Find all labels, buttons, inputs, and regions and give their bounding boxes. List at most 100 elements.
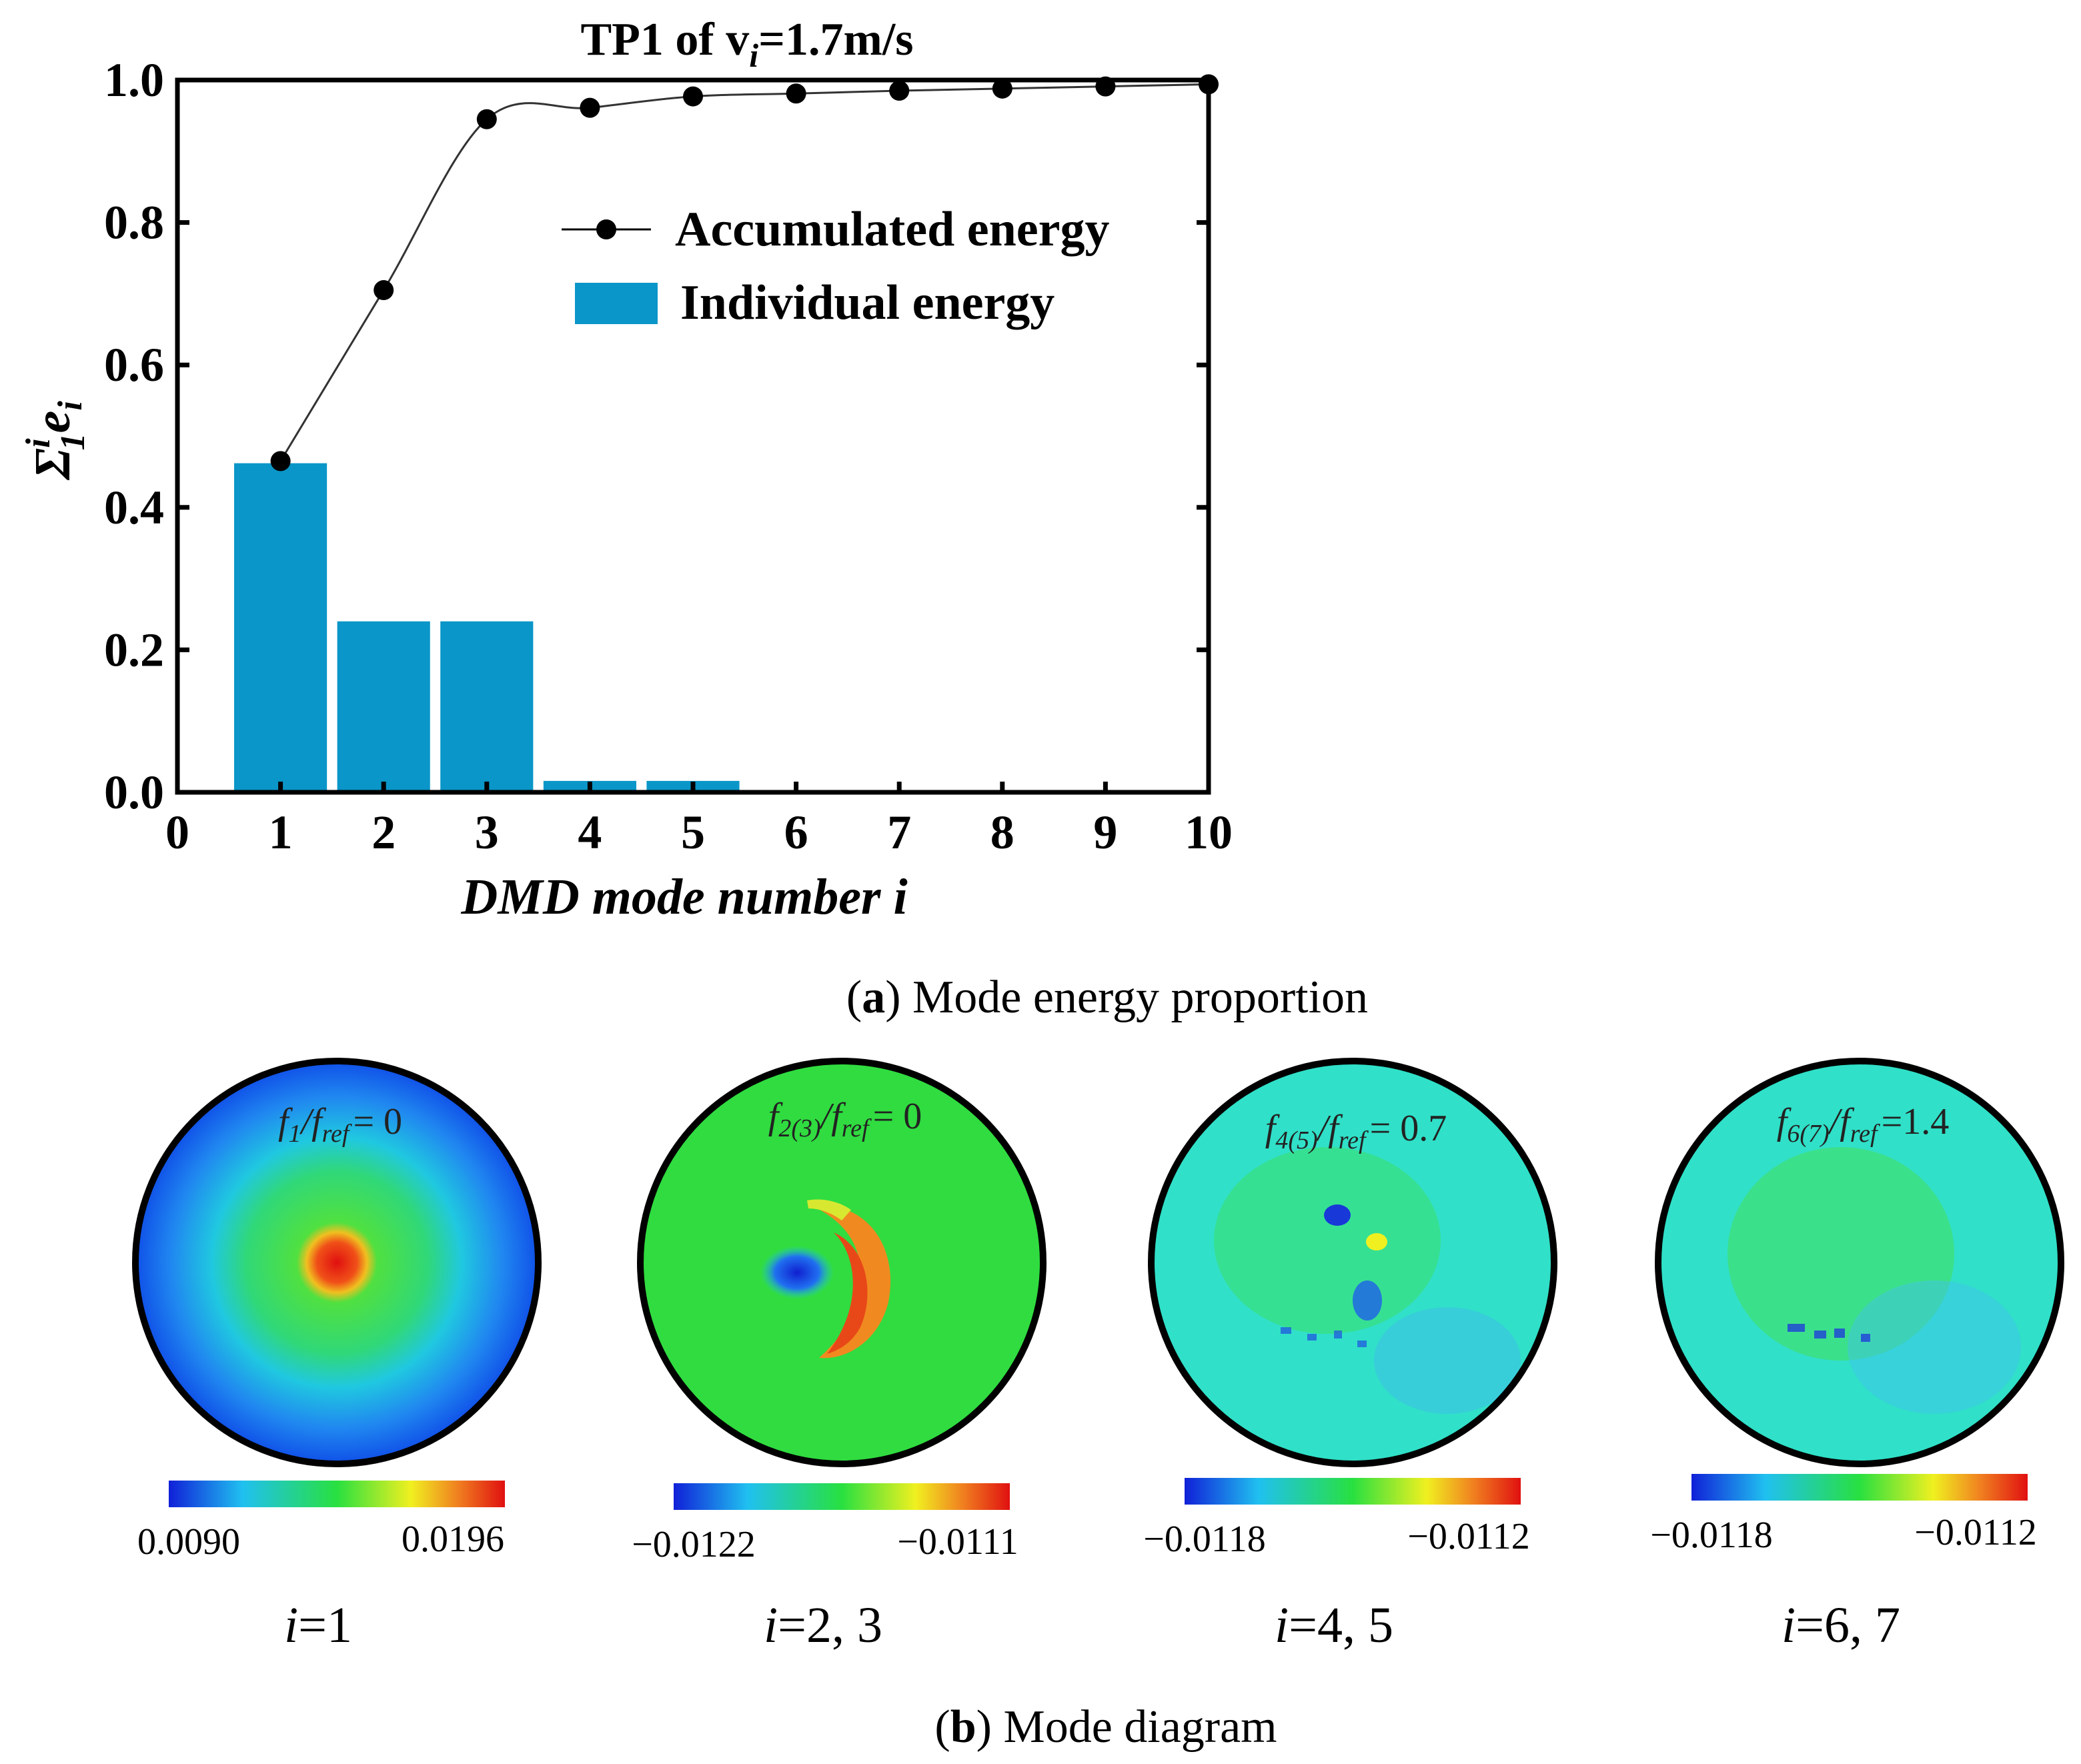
- y-label-sub: 1: [54, 433, 92, 450]
- x-tick-label: 3: [475, 806, 499, 859]
- y-tick-label: 0.8: [104, 196, 164, 249]
- y-axis: 0.0 0.2 0.4 0.6 0.8 1.0: [104, 53, 1209, 819]
- mode-4-index-label: i=6, 7: [1782, 1597, 1900, 1653]
- caption-a-text: Mode energy proportion: [912, 972, 1368, 1023]
- point-mode-8: [992, 78, 1012, 99]
- x-tick-label: 4: [578, 806, 602, 859]
- mode-4-colorbar: [1691, 1474, 2028, 1501]
- bar-mode-2: [337, 621, 430, 792]
- bar-series: [234, 463, 740, 792]
- y-label-sup: i: [19, 438, 57, 448]
- mode-2-colorbar: [674, 1483, 1010, 1510]
- chart-title-sub: i: [749, 37, 758, 74]
- mode-2-index-label: i=2, 3: [764, 1597, 882, 1653]
- legend: Accumulated energy Individual energy: [562, 202, 1109, 330]
- mode-3-frequency: f4(5)/fref = 0.7: [1265, 1108, 1447, 1154]
- svg-text:Σi1ei: Σi1ei: [19, 401, 92, 481]
- x-tick-label: 0: [165, 806, 189, 859]
- y-label-e-sub: i: [51, 401, 89, 411]
- mode-3-green-region: [1214, 1147, 1441, 1334]
- mode-2-blue-blob: [760, 1246, 834, 1299]
- accumulated-curve: [279, 83, 1209, 462]
- caption-a-letter: a: [862, 972, 885, 1023]
- x-tick-label: 9: [1093, 806, 1117, 859]
- chart-title-main: TP1 of v: [580, 14, 749, 65]
- point-mode-3: [476, 109, 497, 129]
- mode-disc-3-border: [1148, 1058, 1557, 1467]
- x-axis-label: DMD mode number i: [460, 869, 907, 925]
- mode-2-colorbar-min: −0.0122: [632, 1524, 756, 1565]
- x-tick-label: 7: [887, 806, 911, 859]
- caption-b: (b) Mode diagram: [934, 1701, 1277, 1753]
- point-mode-5: [683, 86, 703, 107]
- mode-disc-2: [640, 1061, 1043, 1464]
- mode-3-streak: [1353, 1280, 1382, 1320]
- mode-4-colorbar-max: −0.0112: [1914, 1512, 2037, 1553]
- mode-disc-1: [132, 1058, 542, 1467]
- point-mode-7: [889, 81, 910, 101]
- mode-1-colorbar: [169, 1481, 505, 1507]
- caption-b-text: Mode diagram: [1003, 1701, 1277, 1753]
- mode-disc-2-border: [637, 1058, 1047, 1467]
- mode-4-colorbar-min: −0.0118: [1650, 1515, 1773, 1556]
- mode-1-frequency: f1/fref = 0: [278, 1101, 402, 1148]
- x-tick-label: 5: [681, 806, 705, 859]
- mode-1-index-label: i=1: [284, 1597, 352, 1653]
- accumulated-points: [270, 74, 1219, 472]
- y-tick-label: 1.0: [104, 53, 164, 107]
- mode-3-colorbar-min: −0.0118: [1143, 1519, 1266, 1560]
- mode-3-lower-right: [1374, 1307, 1521, 1414]
- caption-b-letter: b: [950, 1701, 976, 1753]
- mode-3-colorbar-max: −0.0112: [1407, 1516, 1530, 1557]
- mode-disc-4-border: [1655, 1058, 2064, 1467]
- mode-4-lower-right: [1848, 1280, 2021, 1414]
- x-tick-label: 2: [372, 806, 396, 859]
- bar-mode-3: [440, 621, 534, 792]
- mode-2-colorbar-max: −0.0111: [897, 1521, 1018, 1563]
- x-axis: 0 1 2 3 4 5 6 7 8 9 10: [165, 782, 1233, 859]
- point-mode-1: [270, 451, 291, 472]
- mode-1-colorbar-min: 0.0090: [137, 1521, 240, 1563]
- y-label-sigma: Σ: [25, 448, 81, 481]
- mode-4-speckles: [1788, 1324, 1870, 1342]
- plot-frame: [175, 77, 1211, 795]
- mode-panel-2: [637, 1058, 1047, 1467]
- mode-labels: f1/fref = 0 0.0090 0.0196 i=1 f2(3)/fref = 0 −0…: [137, 1096, 2037, 1653]
- mode-2-crescent-halo: [807, 1199, 851, 1220]
- y-label-e: e: [25, 411, 81, 433]
- mode-3-blue-spot: [1324, 1204, 1351, 1226]
- caption-a: (a) Mode energy proportion: [846, 972, 1368, 1023]
- mode-2-frequency: f2(3)/fref = 0: [768, 1096, 922, 1142]
- mode-1-colorbar-max: 0.0196: [402, 1519, 504, 1560]
- y-tick-label: 0.4: [104, 481, 164, 534]
- chart-title-rest: =1.7m/s: [758, 14, 913, 65]
- chart-title: TP1 of vi=1.7m/s: [580, 14, 913, 74]
- legend-individual: Individual energy: [680, 275, 1055, 330]
- mode-3-speckles: [1281, 1327, 1367, 1347]
- legend-marker-sample: [596, 219, 616, 239]
- mode-2-crescent: [812, 1205, 891, 1359]
- x-tick-label: 8: [990, 806, 1014, 859]
- mode-panel-1: [132, 1058, 542, 1467]
- y-axis-label: Σi1ei: [19, 401, 92, 481]
- x-tick-label: 10: [1185, 806, 1233, 859]
- mode-3-colorbar: [1185, 1478, 1521, 1505]
- mode-4-frequency: f6(7)/fref =1.4: [1777, 1101, 1949, 1148]
- mode-panel-3: [1148, 1058, 1557, 1467]
- point-mode-4: [580, 97, 600, 118]
- x-tick-label: 1: [269, 806, 293, 859]
- bar-mode-1: [234, 463, 327, 792]
- point-mode-2: [374, 280, 394, 301]
- mode-3-index-label: i=4, 5: [1275, 1597, 1393, 1653]
- mode-2-crescent-core: [827, 1232, 868, 1354]
- y-tick-label: 0.0: [104, 766, 164, 819]
- y-tick-label: 0.6: [104, 338, 164, 391]
- mode-4-green-region: [1727, 1147, 1954, 1361]
- x-tick-label: 6: [784, 806, 808, 859]
- point-mode-6: [786, 83, 806, 104]
- mode-panel-4: [1655, 1058, 2064, 1467]
- legend-bar-sample: [575, 283, 658, 324]
- mode-3-yellow-spot: [1366, 1233, 1387, 1250]
